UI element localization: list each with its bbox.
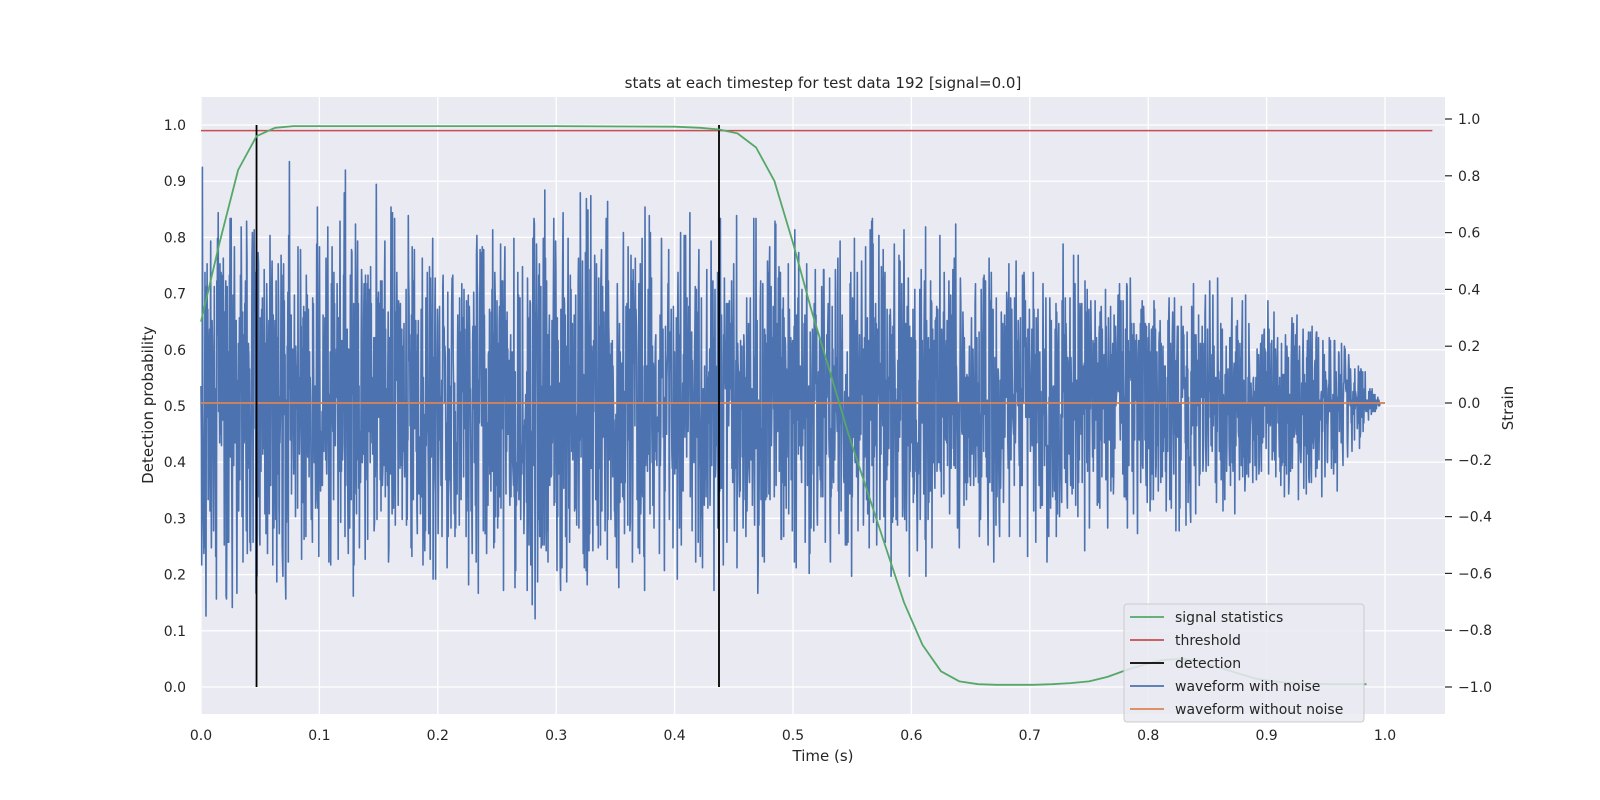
y-tick-label: 0.6 bbox=[164, 343, 186, 359]
y2-tick-label: 0.2 bbox=[1458, 339, 1480, 355]
x-axis-label: Time (s) bbox=[792, 747, 854, 765]
legend: signal statistics threshold detection wavef… bbox=[1123, 603, 1365, 723]
chart-title: stats at each timestep for test data 192… bbox=[625, 74, 1022, 92]
y-tick-label: 0.5 bbox=[164, 399, 186, 415]
y2-axis-label: Strain bbox=[1499, 386, 1517, 430]
x-tick-label: 0.7 bbox=[1019, 728, 1041, 744]
y-tick-label: 0.4 bbox=[164, 455, 186, 471]
x-tick-label: 0.8 bbox=[1137, 728, 1159, 744]
x-tick-label: 0.2 bbox=[427, 728, 449, 744]
series-waveform-with-noise bbox=[200, 160, 1386, 620]
legend-box bbox=[1123, 603, 1365, 723]
x-tick-label: 0.1 bbox=[308, 728, 330, 744]
y2-tick-label: 0.0 bbox=[1458, 396, 1480, 412]
y-tick-label: 0.3 bbox=[164, 511, 186, 527]
y-tick-label: 0.2 bbox=[164, 568, 186, 584]
y-tick-label: 1.0 bbox=[164, 118, 186, 134]
y2-tick-label: −1.0 bbox=[1458, 680, 1492, 696]
x-tick-label: 1.0 bbox=[1374, 728, 1396, 744]
y2-tick-label: 0.6 bbox=[1458, 226, 1480, 242]
legend-entry: waveform without noise bbox=[1175, 702, 1343, 718]
y2-tick-label: 0.8 bbox=[1458, 169, 1480, 185]
y2-tick-label: −0.4 bbox=[1458, 510, 1492, 526]
y-tick-label: 0.0 bbox=[164, 680, 186, 696]
x-tick-label: 0.9 bbox=[1255, 728, 1277, 744]
y2-tick-label: 1.0 bbox=[1458, 112, 1480, 128]
axes-layer: 0.0 0.1 0.2 0.3 0.4 0.5 0.6 0.7 0.8 0.9 1.0 0.0 0.1 0… bbox=[164, 112, 1492, 744]
x-tick-label: 0.4 bbox=[663, 728, 685, 744]
y-tick-label: 0.1 bbox=[164, 624, 186, 640]
y2-tick-label: −0.8 bbox=[1458, 623, 1492, 639]
legend-entry: threshold bbox=[1175, 633, 1241, 649]
y-tick-label: 0.7 bbox=[164, 287, 186, 303]
y2-tick-label: 0.4 bbox=[1458, 282, 1480, 298]
x-tick-label: 0.3 bbox=[545, 728, 567, 744]
y-tick-label: 0.8 bbox=[164, 230, 186, 246]
legend-entry: signal statistics bbox=[1175, 610, 1283, 626]
y-tick-label: 0.9 bbox=[164, 174, 186, 190]
y2-tick-label: −0.2 bbox=[1458, 453, 1492, 469]
x-tick-label: 0.0 bbox=[190, 728, 212, 744]
legend-entry: detection bbox=[1175, 656, 1241, 672]
x-tick-label: 0.6 bbox=[900, 728, 922, 744]
x-tick-label: 0.5 bbox=[782, 728, 804, 744]
y2-tick-label: −0.6 bbox=[1458, 566, 1492, 582]
y-axis-label: Detection probability bbox=[139, 326, 157, 484]
legend-entry: waveform with noise bbox=[1175, 679, 1320, 695]
